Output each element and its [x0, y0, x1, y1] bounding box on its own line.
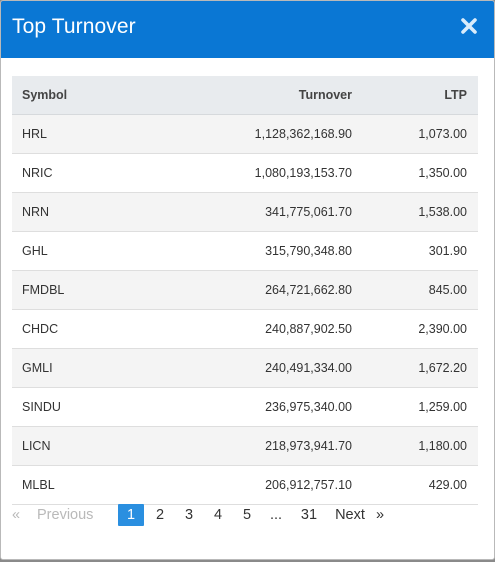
modal-title: Top Turnover — [12, 15, 136, 38]
cell-ltp: 301.90 — [352, 231, 478, 271]
cell-turnover: 264,721,662.80 — [132, 270, 352, 310]
cell-symbol: NRN — [12, 192, 132, 232]
modal-header: Top Turnover — [1, 1, 494, 58]
page-button-1[interactable]: 1 — [118, 504, 144, 526]
page-button-5[interactable]: 5 — [242, 507, 252, 523]
page-button-31[interactable]: 31 — [300, 507, 318, 523]
cell-symbol: GHL — [12, 231, 132, 271]
cell-turnover: 1,080,193,153.70 — [132, 153, 352, 193]
table-row[interactable]: HRL 1,128,362,168.90 1,073.00 — [12, 114, 478, 154]
close-button[interactable] — [458, 15, 480, 37]
page-button-4[interactable]: 4 — [213, 507, 223, 523]
cell-turnover: 206,912,757.10 — [132, 465, 352, 505]
table-row[interactable]: LICN 218,973,941.70 1,180.00 — [12, 426, 478, 466]
cell-turnover: 240,887,902.50 — [132, 309, 352, 349]
cell-symbol: MLBL — [12, 465, 132, 505]
previous-page-button[interactable]: Previous — [37, 507, 94, 523]
cell-symbol: GMLI — [12, 348, 132, 388]
pagination: « Previous 1 2 3 4 5 ... 31 Next » — [12, 504, 386, 526]
first-page-button[interactable]: « — [12, 507, 21, 523]
next-page-button[interactable]: Next — [335, 507, 365, 523]
cell-ltp: 1,259.00 — [352, 387, 478, 427]
pagination-ellipsis: ... — [269, 507, 283, 523]
cell-turnover: 315,790,348.80 — [132, 231, 352, 271]
cell-symbol: FMDBL — [12, 270, 132, 310]
cell-symbol: CHDC — [12, 309, 132, 349]
cell-ltp: 2,390.00 — [352, 309, 478, 349]
table-row[interactable]: SINDU 236,975,340.00 1,259.00 — [12, 387, 478, 427]
turnover-table: Symbol Turnover LTP HRL 1,128,362,168.90… — [12, 76, 478, 505]
page-button-2[interactable]: 2 — [155, 507, 165, 523]
last-page-button[interactable]: » — [375, 507, 385, 523]
cell-ltp: 1,350.00 — [352, 153, 478, 193]
cell-turnover: 240,491,334.00 — [132, 348, 352, 388]
table-row[interactable]: MLBL 206,912,757.10 429.00 — [12, 465, 478, 505]
column-header-ltp[interactable]: LTP — [352, 76, 478, 115]
cell-turnover: 341,775,061.70 — [132, 192, 352, 232]
turnover-table-container: Symbol Turnover LTP HRL 1,128,362,168.90… — [12, 76, 478, 505]
cell-ltp: 1,180.00 — [352, 426, 478, 466]
column-header-symbol[interactable]: Symbol — [12, 76, 132, 115]
cell-turnover: 218,973,941.70 — [132, 426, 352, 466]
cell-ltp: 429.00 — [352, 465, 478, 505]
cell-turnover: 1,128,362,168.90 — [132, 114, 352, 154]
column-header-turnover[interactable]: Turnover — [132, 76, 352, 115]
cell-symbol: SINDU — [12, 387, 132, 427]
page-button-3[interactable]: 3 — [184, 507, 194, 523]
cell-ltp: 1,073.00 — [352, 114, 478, 154]
cell-turnover: 236,975,340.00 — [132, 387, 352, 427]
cell-symbol: HRL — [12, 114, 132, 154]
cell-ltp: 845.00 — [352, 270, 478, 310]
table-row[interactable]: GHL 315,790,348.80 301.90 — [12, 231, 478, 271]
table-row[interactable]: NRIC 1,080,193,153.70 1,350.00 — [12, 153, 478, 193]
cell-symbol: LICN — [12, 426, 132, 466]
cell-ltp: 1,672.20 — [352, 348, 478, 388]
table-row[interactable]: NRN 341,775,061.70 1,538.00 — [12, 192, 478, 232]
table-row[interactable]: CHDC 240,887,902.50 2,390.00 — [12, 309, 478, 349]
table-row[interactable]: GMLI 240,491,334.00 1,672.20 — [12, 348, 478, 388]
cell-symbol: NRIC — [12, 153, 132, 193]
cell-ltp: 1,538.00 — [352, 192, 478, 232]
close-icon — [461, 18, 477, 34]
table-header-row: Symbol Turnover LTP — [12, 76, 478, 115]
table-row[interactable]: FMDBL 264,721,662.80 845.00 — [12, 270, 478, 310]
